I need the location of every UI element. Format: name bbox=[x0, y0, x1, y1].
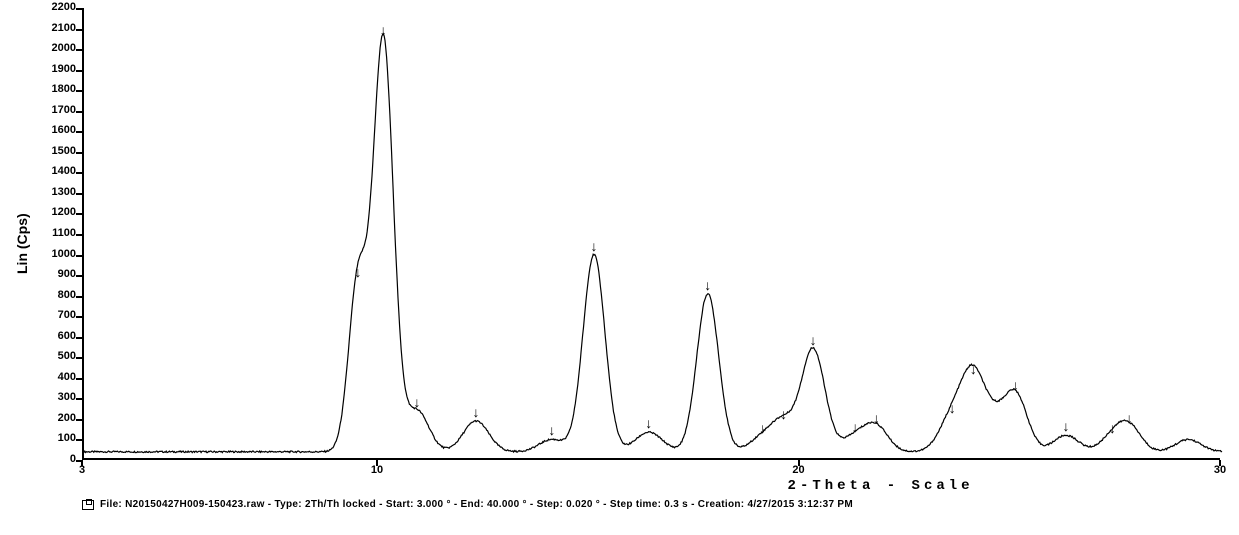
x-tick bbox=[81, 460, 83, 466]
y-tick-label: 300 bbox=[58, 391, 76, 403]
y-tick bbox=[76, 49, 82, 51]
y-tick bbox=[76, 419, 82, 421]
y-tick-label: 0 bbox=[70, 453, 76, 465]
legend-icon bbox=[82, 500, 94, 510]
y-tick-label: 1200 bbox=[52, 206, 76, 218]
y-tick-label: 1300 bbox=[52, 186, 76, 198]
y-tick bbox=[76, 90, 82, 92]
y-tick bbox=[76, 378, 82, 380]
y-tick-label: 900 bbox=[58, 268, 76, 280]
y-tick bbox=[76, 193, 82, 195]
y-tick bbox=[76, 70, 82, 72]
xrd-trace bbox=[84, 8, 1222, 460]
file-caption: File: N20150427H009-150423.raw - Type: 2… bbox=[100, 499, 853, 510]
y-tick bbox=[76, 337, 82, 339]
x-tick bbox=[376, 460, 378, 466]
y-tick bbox=[76, 255, 82, 257]
y-tick bbox=[76, 357, 82, 359]
y-tick-label: 1000 bbox=[52, 248, 76, 260]
y-tick bbox=[76, 296, 82, 298]
x-tick bbox=[1219, 460, 1221, 466]
y-tick-label: 1400 bbox=[52, 165, 76, 177]
y-tick-label: 500 bbox=[58, 350, 76, 362]
y-tick bbox=[76, 8, 82, 10]
y-tick bbox=[76, 111, 82, 113]
y-tick bbox=[76, 234, 82, 236]
y-tick-label: 1900 bbox=[52, 63, 76, 75]
y-tick-label: 800 bbox=[58, 289, 76, 301]
y-tick bbox=[76, 131, 82, 133]
y-tick-label: 700 bbox=[58, 309, 76, 321]
y-tick bbox=[76, 275, 82, 277]
y-axis-label: Lin (Cps) bbox=[14, 213, 30, 274]
x-tick bbox=[798, 460, 800, 466]
y-tick-label: 2100 bbox=[52, 22, 76, 34]
y-tick bbox=[76, 152, 82, 154]
y-tick-label: 2000 bbox=[52, 42, 76, 54]
y-tick-label: 2200 bbox=[52, 1, 76, 13]
y-tick bbox=[76, 213, 82, 215]
y-tick bbox=[76, 316, 82, 318]
y-tick-label: 200 bbox=[58, 412, 76, 424]
y-tick-label: 600 bbox=[58, 330, 76, 342]
y-tick bbox=[76, 172, 82, 174]
y-tick-label: 1100 bbox=[52, 227, 76, 239]
y-tick bbox=[76, 439, 82, 441]
y-tick bbox=[76, 29, 82, 31]
xrd-chart: ↓↓↓↓↓↓↓↓↓↓↓↓↓↓↓↓↓↓↓ Lin (Cps) 2-Theta - … bbox=[0, 0, 1239, 535]
y-tick-label: 400 bbox=[58, 371, 76, 383]
x-axis-label: 2-Theta - Scale bbox=[788, 478, 974, 494]
y-tick-label: 1700 bbox=[52, 104, 76, 116]
y-tick-label: 1600 bbox=[52, 124, 76, 136]
y-tick bbox=[76, 398, 82, 400]
y-tick-label: 100 bbox=[58, 432, 76, 444]
plot-area: ↓↓↓↓↓↓↓↓↓↓↓↓↓↓↓↓↓↓↓ bbox=[82, 8, 1220, 460]
y-tick-label: 1500 bbox=[52, 145, 76, 157]
y-tick-label: 1800 bbox=[52, 83, 76, 95]
